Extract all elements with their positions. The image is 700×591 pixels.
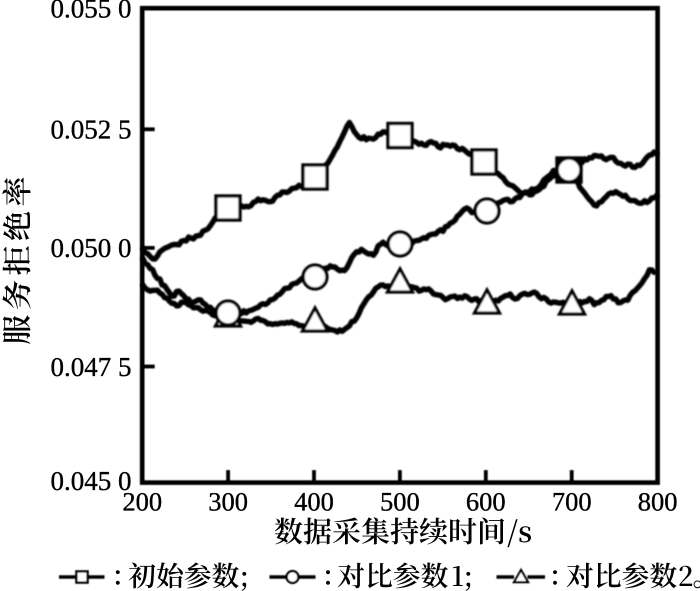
svg-text:700: 700 (552, 487, 592, 517)
svg-text:0.055 0: 0.055 0 (51, 0, 132, 24)
svg-text:0.045 0: 0.045 0 (51, 466, 132, 496)
svg-text:0.050 0: 0.050 0 (51, 233, 132, 263)
svg-text:800: 800 (638, 487, 678, 517)
svg-text:0.047 5: 0.047 5 (51, 352, 132, 382)
svg-text:300: 300 (208, 487, 248, 517)
svg-text:400: 400 (294, 487, 334, 517)
svg-text:600: 600 (466, 487, 506, 517)
svg-text:0.052 5: 0.052 5 (51, 115, 132, 145)
svg-text:500: 500 (380, 487, 420, 517)
svg-text:200: 200 (122, 487, 162, 517)
